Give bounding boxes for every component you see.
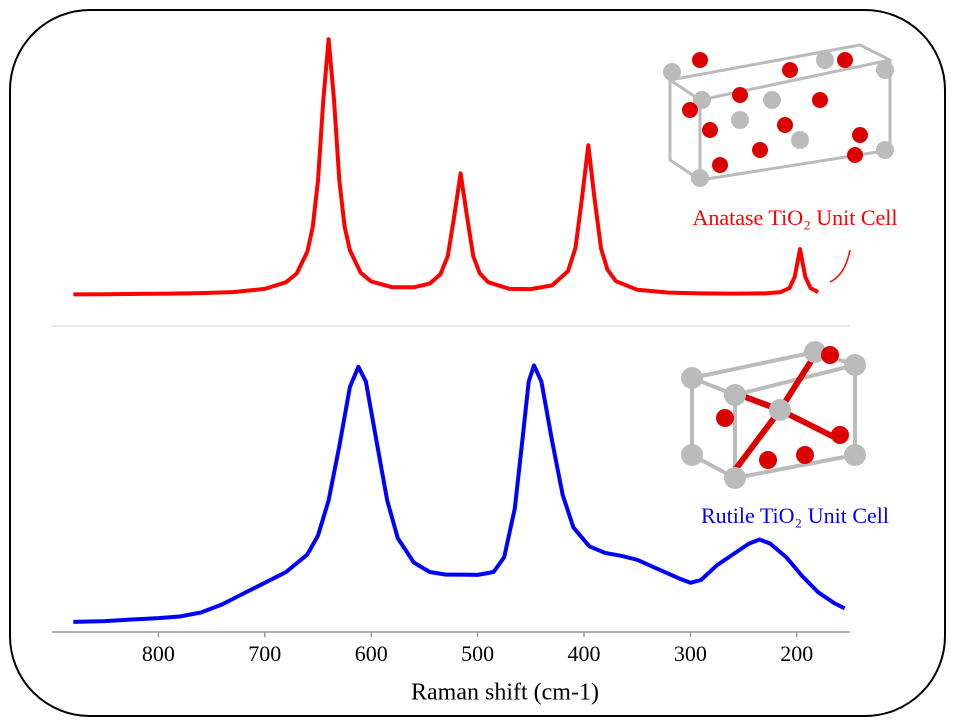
- frame: [9, 9, 946, 717]
- line-series: [73, 363, 846, 624]
- x-tick-label: 200: [780, 641, 813, 666]
- annotation-arrow: [829, 249, 851, 283]
- x-tick-label: 800: [142, 641, 175, 666]
- line-series: [73, 37, 820, 297]
- annotation: Rutile TiO₂ Unit Cell: [701, 503, 889, 528]
- x-tick-label: 600: [355, 641, 388, 666]
- x-tick-label: 500: [461, 641, 494, 666]
- x-tick-label: 700: [248, 641, 281, 666]
- anatase-cell-image: [663, 43, 894, 187]
- x-axis-label: Raman shift (cm-1): [411, 680, 599, 706]
- rutile-cell-image: [681, 341, 866, 489]
- x-tick-label: 300: [674, 641, 707, 666]
- x-tick-label: 400: [568, 641, 601, 666]
- annotation: Anatase TiO₂ Unit Cell: [692, 205, 897, 230]
